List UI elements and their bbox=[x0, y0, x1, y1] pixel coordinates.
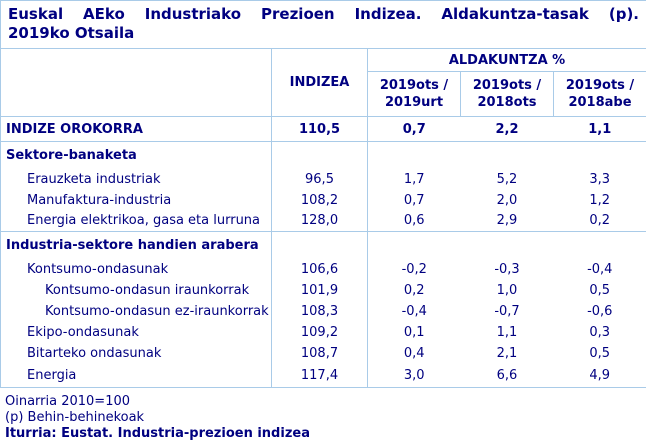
value-cell: 0,4 bbox=[403, 345, 425, 361]
value-cell: 96,5 bbox=[271, 168, 368, 190]
value-cell: -0,3 bbox=[494, 261, 520, 277]
value-cell: 128,0 bbox=[271, 210, 368, 232]
value-cell bbox=[368, 142, 461, 169]
value-cell: 0,3 bbox=[589, 324, 611, 340]
table-title-cell: Euskal AEko Industriako Prezioen Indizea… bbox=[0, 0, 646, 49]
row-label: Ekipo-ondasunak bbox=[0, 321, 272, 343]
col-header-2019ots-2018ots: 2019ots / 2018ots bbox=[460, 71, 554, 117]
col-header-bottom: 2018ots bbox=[477, 95, 537, 110]
footnote-base: Oinarria 2010=100 bbox=[5, 394, 131, 409]
value-cell bbox=[271, 231, 368, 259]
table-row-kontsumo-ondasun-iraunkorrak: Kontsumo-ondasun iraunkorrak 101,9 0,2 1… bbox=[0, 279, 646, 301]
value-cell: 106,6 bbox=[271, 258, 368, 280]
col-header-2019ots-2019urt: 2019ots / 2019urt bbox=[367, 71, 461, 117]
col-header-2019ots-2018abe: 2019ots / 2018abe bbox=[552, 71, 646, 117]
value-cell: 108,7 bbox=[271, 342, 368, 364]
table-row-kontsumo-ondasunak: Kontsumo-ondasunak 106,6 -0,2 -0,3 -0,4 bbox=[0, 258, 646, 280]
value-cell: -0,7 bbox=[494, 303, 520, 319]
value-cell: 1,1 bbox=[496, 324, 518, 340]
footnotes: Oinarria 2010=100 (p) Behin-behinekoak I… bbox=[0, 388, 646, 442]
value-cell: 2,9 bbox=[496, 213, 518, 229]
value-cell: 3,3 bbox=[589, 171, 611, 187]
value-cell: -0,6 bbox=[587, 303, 613, 319]
table-row-industria-sektore-handien-arabera: Industria-sektore handien arabera bbox=[0, 231, 646, 259]
value-cell: 0,5 bbox=[589, 282, 611, 298]
row-label: Kontsumo-ondasun ez-iraunkorrak bbox=[0, 300, 272, 322]
value-cell: 109,2 bbox=[271, 321, 368, 343]
value-cell: 1,0 bbox=[496, 282, 518, 298]
value-cell bbox=[367, 231, 461, 259]
row-label: Bitarteko ondasunak bbox=[0, 342, 272, 364]
value-cell: 1,1 bbox=[553, 116, 646, 142]
table-row-energia: Energia 117,4 3,0 6,6 4,9 bbox=[0, 363, 646, 388]
value-cell: 4,9 bbox=[589, 367, 611, 383]
col-header-indizea: INDIZEA bbox=[271, 48, 368, 117]
value-cell: 108,2 bbox=[271, 189, 368, 211]
col-group-header-aldakuntza: ALDAKUNTZA % bbox=[367, 48, 646, 72]
value-cell: 0,5 bbox=[589, 345, 611, 361]
col-header-top: 2019ots / bbox=[379, 78, 449, 93]
price-index-table: Euskal AEko Industriako Prezioen Indizea… bbox=[0, 0, 646, 388]
table-row-indize-orokorra: INDIZE OROKORRA 110,5 0,7 2,2 1,1 bbox=[0, 116, 646, 142]
value-cell: 2,1 bbox=[496, 345, 518, 361]
table-row-erauzketa-industriak: Erauzketa industriak 96,5 1,7 5,2 3,3 bbox=[0, 168, 646, 190]
table-title-row: Euskal AEko Industriako Prezioen Indizea… bbox=[0, 0, 646, 49]
value-cell: 1,7 bbox=[403, 171, 425, 187]
source-line: Iturria: Eustat. Industria-prezioen indi… bbox=[5, 426, 310, 441]
value-cell bbox=[553, 231, 646, 259]
value-cell: 0,7 bbox=[367, 116, 461, 142]
col-header-top: 2019ots / bbox=[565, 78, 635, 93]
table-row-sektore-banaketa: Sektore-banaketa bbox=[0, 141, 646, 169]
value-cell: 2,0 bbox=[496, 192, 518, 208]
value-cell: 108,3 bbox=[271, 300, 368, 322]
row-label: INDIZE OROKORRA bbox=[0, 116, 272, 142]
table-title-line2: 2019ko Otsaila bbox=[8, 24, 135, 42]
value-cell: 2,2 bbox=[460, 116, 554, 142]
value-cell: 110,5 bbox=[271, 116, 368, 142]
row-label: Manufaktura-industria bbox=[0, 189, 272, 211]
row-label: Sektore-banaketa bbox=[0, 141, 272, 169]
value-cell: 0,2 bbox=[589, 213, 611, 229]
header-group-row: INDIZEA ALDAKUNTZA % bbox=[0, 48, 646, 117]
corner-cell bbox=[0, 48, 272, 117]
value-cell: 0,7 bbox=[403, 192, 425, 208]
header-subcols-row: 2019ots / 2019urt 2019ots / 2018ots 2019… bbox=[1, 71, 646, 117]
row-label: Kontsumo-ondasun iraunkorrak bbox=[0, 279, 272, 301]
value-cell: 6,6 bbox=[496, 367, 518, 383]
value-cell bbox=[461, 142, 554, 169]
row-label: Industria-sektore handien arabera bbox=[0, 231, 272, 259]
table-row-kontsumo-ondasun-ez-iraunkorrak: Kontsumo-ondasun ez-iraunkorrak 108,3 -0… bbox=[0, 300, 646, 322]
table-row-manufaktura-industria: Manufaktura-industria 108,2 0,7 2,0 1,2 bbox=[0, 189, 646, 211]
value-cell bbox=[271, 141, 368, 169]
row-label: Kontsumo-ondasunak bbox=[0, 258, 272, 280]
value-cell: 117,4 bbox=[271, 363, 368, 388]
col-header-bottom: 2018abe bbox=[568, 95, 632, 110]
value-cell: -0,4 bbox=[401, 303, 427, 319]
value-cell: 1,2 bbox=[589, 192, 611, 208]
table-title-line1: Euskal AEko Industriako Prezioen Indizea… bbox=[8, 5, 640, 23]
value-cell: 0,2 bbox=[403, 282, 425, 298]
row-label: Energia bbox=[0, 363, 272, 388]
table-row-bitarteko-ondasunak: Bitarteko ondasunak 108,7 0,4 2,1 0,5 bbox=[0, 342, 646, 364]
value-cell bbox=[554, 142, 646, 169]
value-cell: 0,1 bbox=[403, 324, 425, 340]
value-cell: -0,2 bbox=[401, 261, 427, 277]
col-header-bottom: 2019urt bbox=[384, 95, 444, 110]
value-cell: 0,6 bbox=[403, 213, 425, 229]
value-cell bbox=[460, 231, 554, 259]
value-cell: 5,2 bbox=[496, 171, 518, 187]
value-cell: 101,9 bbox=[271, 279, 368, 301]
table-row-ekipo-ondasunak: Ekipo-ondasunak 109,2 0,1 1,1 0,3 bbox=[0, 321, 646, 343]
footnote-provisional: (p) Behin-behinekoak bbox=[5, 410, 145, 425]
row-label: Erauzketa industriak bbox=[0, 168, 272, 190]
table-row-energia-elektrikoa: Energia elektrikoa, gasa eta lurruna 128… bbox=[0, 210, 646, 232]
row-label: Energia elektrikoa, gasa eta lurruna bbox=[0, 210, 272, 232]
value-cell: 3,0 bbox=[403, 367, 425, 383]
value-cell: -0,4 bbox=[587, 261, 613, 277]
col-header-top: 2019ots / bbox=[472, 78, 542, 93]
